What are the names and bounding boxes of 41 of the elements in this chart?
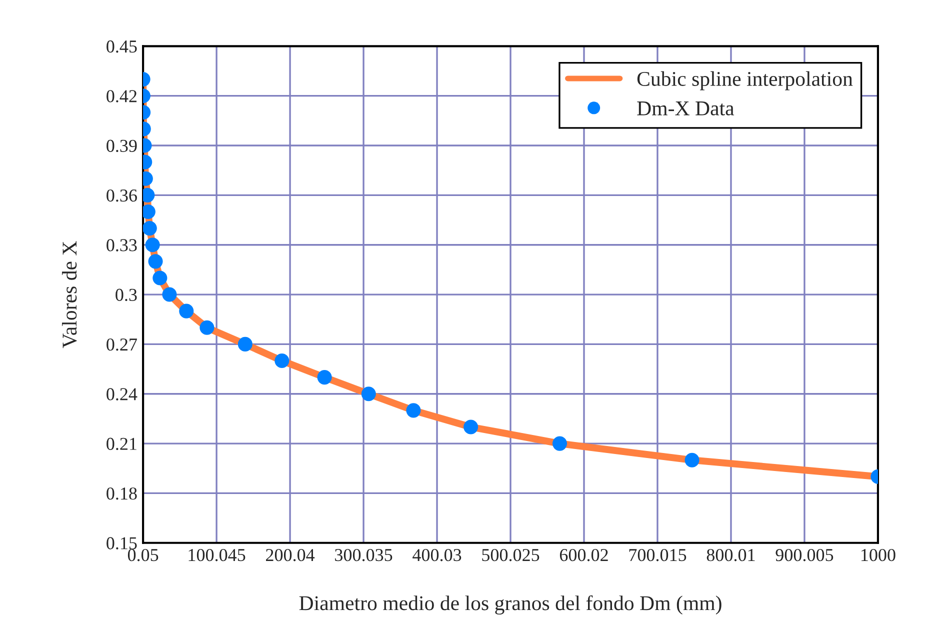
point xyxy=(238,336,252,352)
point xyxy=(684,452,700,468)
x-tick-label: 0.05 xyxy=(128,548,158,562)
y-tick-label: 0.27 xyxy=(106,338,137,351)
x-tick-label: 300.035 xyxy=(335,548,392,562)
point xyxy=(162,287,177,302)
point xyxy=(200,320,214,335)
x-tick-label: 600.02 xyxy=(560,548,608,562)
legend-label: Cubic spline interpolation xyxy=(637,71,853,90)
y-tick-label: 0.39 xyxy=(106,140,137,152)
y-tick-label: 0.33 xyxy=(106,239,137,252)
y-tick-label: 0.24 xyxy=(106,388,138,400)
point xyxy=(464,420,478,434)
point xyxy=(143,221,157,236)
y-tick-label: 0.45 xyxy=(106,40,137,53)
legend-label: Dm-X Data xyxy=(637,102,734,116)
point xyxy=(406,403,421,418)
x-tick-label: 100.045 xyxy=(188,548,246,562)
x-tick-label: 800.01 xyxy=(706,548,755,562)
point xyxy=(179,304,194,318)
x-axis-title: Diametro medio de los granos del fondo Dm (mm) xyxy=(299,595,722,615)
y-tick-label: 0.21 xyxy=(106,438,136,450)
y-axis-title: Valores de X xyxy=(62,241,77,348)
y-tick-label: 0.36 xyxy=(106,189,137,202)
x-tick-label: 700.015 xyxy=(629,548,686,562)
point xyxy=(148,254,163,269)
point xyxy=(152,270,168,286)
point xyxy=(552,436,568,451)
point xyxy=(145,238,160,252)
x-tick-label: 900.005 xyxy=(776,548,834,562)
x-tick-label: 500.025 xyxy=(482,548,540,562)
x-tick-label: 400.03 xyxy=(412,548,462,562)
y-tick-label: 0.15 xyxy=(106,537,137,550)
y-tick-label: 0.3 xyxy=(116,288,137,302)
x-tick-label: 1000 xyxy=(862,548,896,562)
x-tick-label: 200.04 xyxy=(266,548,315,562)
y-tick-label: 0.18 xyxy=(106,487,137,500)
point xyxy=(317,370,332,385)
point xyxy=(361,386,376,402)
y-tick-label: 0.42 xyxy=(106,90,137,102)
point xyxy=(274,353,290,368)
